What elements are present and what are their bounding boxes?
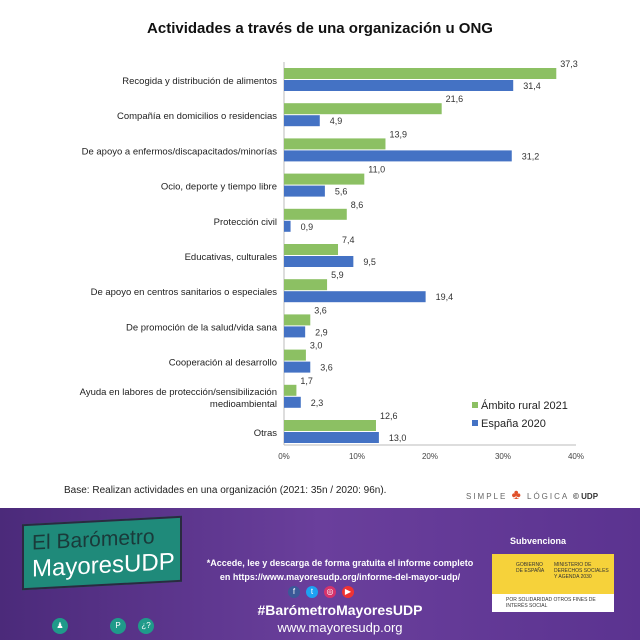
category-label: De promoción de la salud/vida sana	[126, 322, 278, 333]
bar-espana-2020	[284, 326, 306, 338]
data-label: 3,0	[310, 341, 323, 351]
report-link[interactable]: en https://www.mayoresudp.org/informe-de…	[219, 572, 461, 582]
data-label: 31,2	[522, 151, 540, 161]
search-icon: P	[110, 618, 126, 634]
bar-rural-2021	[284, 420, 376, 431]
bar-espana-2020	[284, 291, 426, 303]
data-label: 37,3	[560, 59, 578, 69]
bar-espana-2020	[284, 396, 301, 408]
brand-logo: El Barómetro MayoresUDP	[22, 515, 182, 591]
data-label: 2,9	[315, 327, 328, 337]
legend-label: Ámbito rural 2021	[481, 399, 568, 412]
data-label: 12,6	[380, 411, 398, 421]
x-tick-label: 0%	[278, 452, 290, 461]
data-label: 21,6	[446, 94, 464, 104]
promo-text: *Accede, lee y descarga de forma gratuit…	[200, 556, 480, 584]
bar-rural-2021	[284, 173, 365, 185]
data-label: 31,4	[523, 81, 541, 91]
chart-title: Actividades a través de una organización…	[147, 20, 493, 37]
bar-rural-2021	[284, 244, 339, 255]
data-label: 2,3	[311, 398, 324, 408]
subvenciona-label: Subvenciona	[510, 536, 567, 546]
question-icon: ¿?	[138, 618, 154, 634]
category-label: Protección civil	[214, 217, 277, 228]
data-label: 19,4	[436, 292, 454, 302]
data-label: 7,4	[342, 235, 355, 245]
government-logo: GOBIERNO DE ESPAÑA MINISTERIO DE DERECHO…	[492, 554, 614, 612]
bar-espana-2020	[284, 150, 512, 162]
data-label: 9,5	[363, 257, 376, 267]
bar-espana-2020	[284, 220, 291, 232]
data-label: 3,6	[314, 305, 327, 315]
bar-espana-2020	[284, 361, 311, 373]
website-link[interactable]: www.mayoresudp.org	[277, 620, 403, 635]
category-label: Ayuda en labores de protección/sensibili…	[80, 387, 277, 398]
category-label: Educativas, culturales	[185, 252, 278, 263]
youtube-icon[interactable]: ▶	[342, 586, 354, 598]
bar-espana-2020	[284, 185, 325, 197]
twitter-icon[interactable]: t	[306, 586, 318, 598]
bar-rural-2021	[284, 103, 442, 115]
bar-espana-2020	[284, 115, 320, 127]
data-label: 5,6	[335, 187, 348, 197]
data-label: 1,7	[300, 376, 313, 386]
bar-rural-2021	[284, 208, 347, 220]
bar-rural-2021	[284, 349, 306, 361]
category-label: Compañía en domicilios o residencias	[117, 111, 277, 122]
hashtag: #BarómetroMayoresUDP	[257, 602, 423, 618]
category-label: Otras	[254, 428, 277, 439]
data-label: 5,9	[331, 270, 344, 280]
bar-rural-2021	[284, 138, 386, 150]
bar-rural-2021	[284, 279, 328, 291]
bar-chart: 0% 10% 20% 30% 40% Recogida y distribución de…	[80, 59, 584, 461]
data-label: 8,6	[351, 200, 364, 210]
x-tick-label: 20%	[422, 452, 438, 461]
data-label: 4,9	[330, 116, 343, 126]
category-label: Cooperación al desarrollo	[169, 358, 277, 369]
data-label: 13,0	[389, 433, 407, 443]
data-label: 0,9	[301, 222, 314, 232]
bar-espana-2020	[284, 80, 514, 91]
data-label: 13,9	[389, 129, 407, 139]
category-label: medioambiental	[210, 399, 277, 410]
x-tick-label: 10%	[349, 452, 365, 461]
legend-label: España 2020	[481, 418, 546, 430]
footer-banner: El Barómetro MayoresUDP *Accede, lee y d…	[0, 508, 640, 640]
category-label: Recogida y distribución de alimentos	[122, 76, 277, 87]
legend-swatch	[472, 402, 478, 408]
category-label: De apoyo a enfermos/discapacitados/minor…	[82, 146, 278, 157]
social-icons: f t ◎ ▶	[288, 586, 354, 598]
person-icon: ♟	[52, 618, 68, 634]
simple-logica-logo: SIMPLE ♣ LÓGICA © UDP	[466, 486, 599, 502]
x-tick-label: 30%	[495, 452, 511, 461]
facebook-icon[interactable]: f	[288, 586, 300, 598]
x-tick-label: 40%	[568, 452, 584, 461]
instagram-icon[interactable]: ◎	[324, 586, 336, 598]
category-label: De apoyo en centros sanitarios o especia…	[91, 287, 278, 298]
data-label: 11,0	[368, 165, 385, 175]
data-label: 3,6	[320, 363, 333, 373]
base-note: Base: Realizan actividades en una organi…	[64, 485, 387, 496]
bar-rural-2021	[284, 314, 311, 326]
bar-espana-2020	[284, 256, 354, 267]
bar-rural-2021	[284, 68, 557, 79]
category-label: Ocio, deporte y tiempo libre	[161, 182, 277, 193]
bar-rural-2021	[284, 384, 297, 396]
legend-swatch	[472, 420, 478, 426]
bar-espana-2020	[284, 432, 379, 443]
